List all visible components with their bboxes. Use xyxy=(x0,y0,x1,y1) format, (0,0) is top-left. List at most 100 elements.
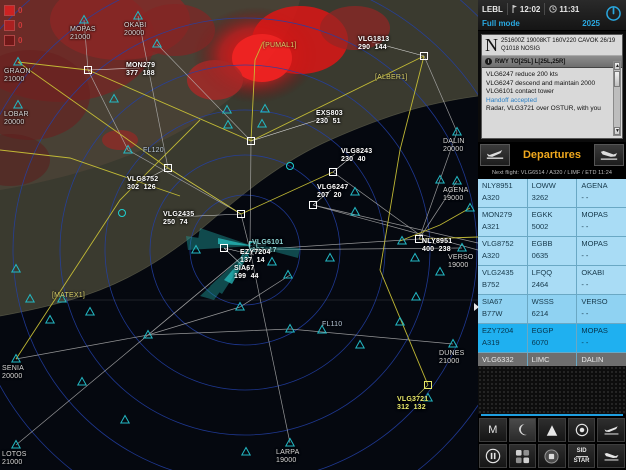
waypoint-symbol xyxy=(132,10,144,20)
fix-text: OKABI xyxy=(581,268,605,277)
power-icon xyxy=(605,5,621,21)
real-time: 11:31 xyxy=(545,2,583,16)
cell-destination: WSSS 6214 xyxy=(528,295,578,323)
cell-destination: EGKK 5002 xyxy=(528,208,578,236)
message-log[interactable]: VLG6247 reduce 200 kts VLG6247 descend a… xyxy=(482,68,622,114)
waypoint-symbol xyxy=(108,93,120,103)
waypoint-symbol xyxy=(316,324,328,334)
aircraft-blip[interactable] xyxy=(164,164,172,172)
scroll-down-icon[interactable]: ▼ xyxy=(614,127,620,135)
mode-label[interactable]: Full mode xyxy=(482,19,520,28)
dest-text: EGBB xyxy=(531,239,553,248)
aircraft-blip[interactable] xyxy=(329,168,337,176)
aircraft-leader-line xyxy=(223,247,255,256)
weather-echoes xyxy=(0,0,390,186)
departure-plane-icon xyxy=(600,150,618,160)
aircraft-target[interactable] xyxy=(247,115,331,145)
radar-display[interactable]: 0 0 0 MOPAS 21000 OKABI 20000 GRAON 21000 LOBA… xyxy=(0,0,478,470)
cell-exitfix: VERSO - - xyxy=(577,295,626,323)
track-up-button[interactable] xyxy=(538,418,566,442)
waypoint-symbol xyxy=(256,118,268,128)
sid-star-button[interactable]: SID STAR xyxy=(567,444,596,468)
callsign-text: VLG2435 xyxy=(482,268,514,277)
fix-text: MOPAS xyxy=(581,210,608,219)
aircraft-leader-line xyxy=(87,67,141,71)
squawk-text: 5002 xyxy=(531,222,549,231)
extra-text: - - xyxy=(581,193,589,202)
aircraft-blip[interactable] xyxy=(309,201,317,209)
squawk-text: 2464 xyxy=(531,280,549,289)
flight-list-tabs: Departures xyxy=(478,142,626,168)
extra-text: - - xyxy=(581,251,589,260)
runway-config-bar[interactable]: i RWY TO[25L] L[25L,25R] xyxy=(482,55,622,68)
callsign-text: SIA67 xyxy=(482,297,503,306)
tab-arrivals[interactable] xyxy=(480,144,510,166)
aircraft-blip[interactable] xyxy=(424,381,432,389)
aircraft-target[interactable] xyxy=(176,210,245,218)
fix-text: VERSO xyxy=(581,297,608,306)
aircraft-blip[interactable] xyxy=(247,137,255,145)
scroll-up-icon[interactable]: ▲ xyxy=(614,62,620,70)
cell-exitfix: MOPAS - - xyxy=(577,324,626,352)
extra-text: - - xyxy=(581,222,589,231)
waypoint-symbol xyxy=(396,235,408,245)
toolbar-row-2: SID STAR xyxy=(478,443,626,469)
stop-button[interactable] xyxy=(538,444,566,468)
range-rings-button[interactable] xyxy=(567,418,596,442)
radar-canvas xyxy=(0,0,478,470)
aircraft-blip[interactable] xyxy=(415,235,423,243)
waypoint-symbol xyxy=(451,175,463,185)
callsign-text: VLG8752 xyxy=(482,239,514,248)
departures-filter-button[interactable] xyxy=(597,444,625,468)
pause-button[interactable] xyxy=(479,444,507,468)
aircraft-target[interactable] xyxy=(84,66,141,74)
cell-callsign: NLY8951 A320 xyxy=(478,179,528,207)
squawk-text: 3262 xyxy=(531,193,549,202)
cell-destination: EGBB 0635 xyxy=(528,237,578,265)
waypoint-symbol xyxy=(122,144,134,154)
arrival-plane-icon xyxy=(486,150,504,159)
departures-table[interactable]: NLY8951 A320 LOWW 3262 AGENA - - MON279 … xyxy=(474,178,626,382)
measure-button[interactable]: M xyxy=(479,418,507,442)
aircraft-target[interactable] xyxy=(329,153,356,176)
aircraft-target[interactable] xyxy=(220,244,249,272)
table-row-selected[interactable]: EZY7204 A319 EGGP 6070 MOPAS - - xyxy=(478,324,626,353)
tab-departures[interactable] xyxy=(594,144,624,166)
waypoint-symbol xyxy=(324,252,336,262)
table-row[interactable]: NLY8951 A320 LOWW 3262 AGENA - - xyxy=(478,179,626,208)
aircraft-target[interactable] xyxy=(371,41,428,60)
arrivals-filter-button[interactable] xyxy=(597,418,625,442)
night-mode-button[interactable] xyxy=(508,418,537,442)
table-row[interactable]: VLG8752 A320 EGBB 0635 MOPAS - - xyxy=(478,237,626,266)
aircraft-blip[interactable] xyxy=(420,52,428,60)
fix-text: MOPAS xyxy=(581,239,608,248)
station-label: LEBL xyxy=(482,4,503,14)
waypoint-symbol xyxy=(151,38,163,48)
aircraft-target[interactable] xyxy=(309,189,332,209)
scrollbar-thumb[interactable] xyxy=(614,71,620,87)
table-row[interactable]: VLG2435 B752 LFQQ 2464 OKABI - - xyxy=(478,266,626,295)
wx-value-1: 0 xyxy=(18,6,23,15)
waypoint-symbol xyxy=(222,119,234,129)
type-text: A320 xyxy=(482,193,500,202)
table-row[interactable]: SIA67 B77W WSSS 6214 VERSO - - xyxy=(474,295,626,324)
aircraft-target[interactable] xyxy=(249,241,267,249)
layers-button[interactable] xyxy=(508,444,537,468)
aircraft-blip[interactable] xyxy=(220,244,228,252)
power-button[interactable] xyxy=(604,3,622,23)
waypoint-symbol xyxy=(56,293,68,303)
table-row[interactable]: MON279 A321 EGKK 5002 MOPAS - - xyxy=(478,208,626,237)
waypoint-symbol xyxy=(78,14,90,24)
toolbar-row-1: M xyxy=(478,417,626,443)
aircraft-target[interactable] xyxy=(410,381,432,403)
waypoint-symbol xyxy=(240,446,252,456)
message-scrollbar[interactable]: ▲ ▼ xyxy=(613,61,621,136)
aircraft-target[interactable] xyxy=(140,164,172,183)
departure-plane-icon xyxy=(604,452,619,460)
waypoint-symbol xyxy=(12,99,24,109)
callsign-text: VLG6332 xyxy=(482,355,514,364)
waypoint-symbol xyxy=(434,174,446,184)
aircraft-target[interactable] xyxy=(415,235,437,245)
bottom-toolbar: M xyxy=(478,414,626,470)
squawk-text: 0635 xyxy=(531,251,549,260)
